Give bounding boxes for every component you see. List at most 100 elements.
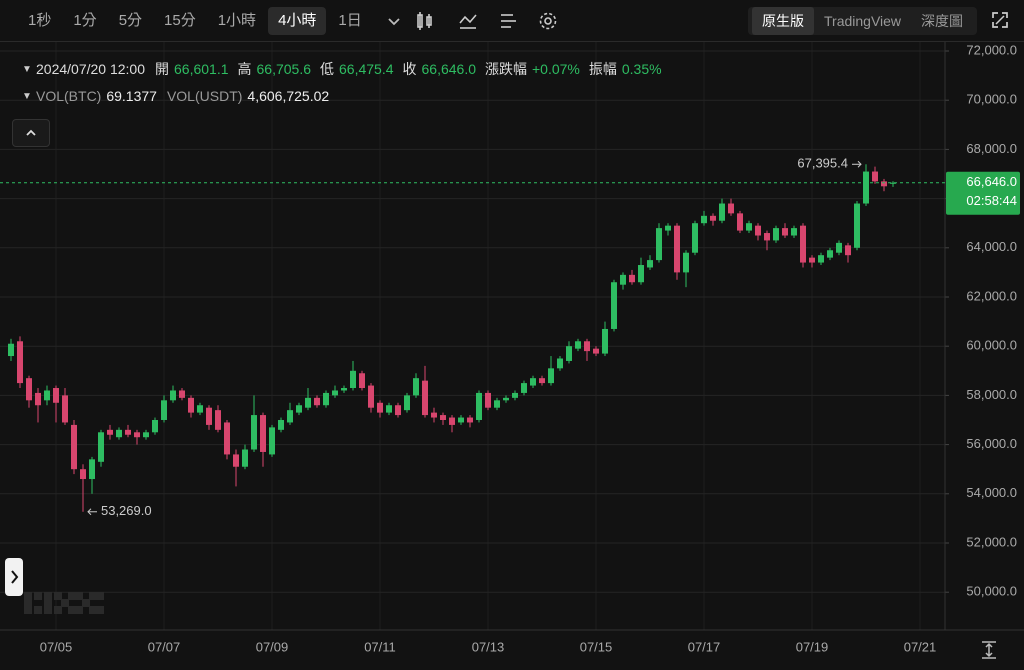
candle-body [862, 171, 869, 204]
candle-body [466, 417, 473, 423]
watermark-block [34, 606, 42, 614]
watermark-block [89, 606, 97, 614]
candle-body [430, 412, 437, 418]
watermark-block [68, 606, 76, 614]
x-tick-label: 07/19 [796, 639, 829, 654]
icon-part [982, 641, 996, 659]
legend-value: 0.35% [621, 61, 662, 77]
candle-body [205, 407, 212, 425]
scale-reset-icon[interactable] [982, 641, 996, 659]
candle-body [754, 225, 761, 236]
candle-body [718, 203, 725, 221]
caret[interactable]: ▼ [22, 90, 32, 102]
y-tick-label: 62,000.0 [966, 288, 1017, 303]
candle-body [331, 390, 338, 396]
candle-body [367, 385, 374, 408]
candle-body [340, 388, 347, 391]
candle-body [421, 380, 428, 416]
collapse-button[interactable] [12, 119, 50, 147]
candle-body [772, 228, 779, 241]
candle-body [682, 252, 689, 273]
collapse-icon [26, 129, 36, 136]
candle-body [493, 400, 500, 408]
candle-body [880, 181, 887, 187]
y-tick-label: 54,000.0 [966, 485, 1017, 500]
interval-tab[interactable]: 1小時 [217, 12, 257, 29]
settings-gear-icon[interactable] [538, 11, 558, 31]
side-toggle[interactable] [5, 558, 23, 596]
legend-label: 漲跌幅 [485, 61, 527, 77]
candle-body [16, 341, 23, 384]
interval-tab[interactable]: 4小時 [268, 7, 327, 35]
caret[interactable]: ▼ [22, 63, 32, 75]
volume-label: VOL(BTC) [36, 88, 102, 104]
candle-body [709, 215, 716, 221]
candle-body [277, 419, 284, 430]
interval-tab[interactable]: 15分 [164, 12, 196, 29]
candle-body [628, 274, 635, 283]
candle-body [223, 422, 230, 455]
view-tab[interactable]: 原生版 [752, 7, 814, 35]
candle-body [538, 378, 545, 384]
y-tick-label: 72,000.0 [966, 42, 1017, 57]
fullscreen-icon[interactable] [991, 11, 1009, 29]
candle-body [124, 429, 131, 435]
last-price-tag [946, 171, 1020, 215]
candle-body [610, 282, 617, 329]
candle-body [655, 228, 662, 261]
side-toggle-icon [11, 570, 19, 584]
x-tick-label: 07/15 [580, 639, 613, 654]
candle-body [178, 390, 185, 398]
candle-body [799, 225, 806, 263]
candle-body [313, 397, 320, 406]
candle-body [646, 260, 653, 268]
interval-tab[interactable]: 1日 [338, 12, 362, 29]
indicator-icon[interactable] [458, 11, 478, 31]
interval-tab[interactable]: 5分 [118, 12, 143, 29]
candle-body [79, 469, 86, 480]
interval-tab[interactable]: 1分 [73, 12, 97, 29]
view-tab[interactable]: TradingView [824, 13, 902, 29]
candle-body [745, 223, 752, 231]
watermark-block [34, 592, 42, 600]
candle-body [475, 392, 482, 420]
watermark-block [54, 592, 62, 600]
volume-label: VOL(USDT) [166, 88, 243, 104]
candle-type-icon[interactable] [416, 11, 434, 31]
interval-dropdown[interactable] [388, 11, 400, 31]
volume-legend: ▼ VOL(BTC) 69.1377 VOL(USDT) 4,606,725.02 [22, 87, 671, 105]
candle-body [196, 405, 203, 413]
candle-body [457, 417, 464, 423]
watermark-block [24, 606, 32, 614]
watermark [24, 592, 104, 614]
legend-value: 66,601.1 [174, 61, 229, 77]
candle-body [520, 383, 527, 393]
candle-body [601, 328, 608, 354]
candle-body [115, 429, 122, 438]
y-tick-label: 70,000.0 [966, 92, 1017, 107]
candle-body [889, 182, 896, 184]
interval-tab[interactable]: 1秒 [28, 12, 52, 29]
interval-tabs: 1秒 1分 5分 15分 1小時 4小時 1日 [18, 7, 372, 35]
legend-label: 開 [155, 61, 169, 77]
x-tick-label: 07/17 [688, 639, 721, 654]
volume-value: 69.1377 [106, 88, 157, 104]
watermark-block [24, 599, 32, 607]
candle-body [169, 390, 176, 401]
view-tab[interactable]: 深度圖 [921, 13, 964, 29]
watermark-block [89, 592, 97, 600]
countdown-label: 02:58:44 [966, 193, 1017, 208]
grid [0, 42, 945, 630]
candle-body [826, 250, 833, 258]
candle-body [232, 454, 239, 467]
candle-body [133, 432, 140, 438]
candle-body [259, 415, 266, 452]
min-label: 53,269.0 [101, 503, 152, 518]
candle-body [412, 378, 419, 396]
settings-list-icon[interactable] [499, 11, 519, 31]
candle-body [295, 405, 302, 413]
x-tick-label: 07/13 [472, 639, 505, 654]
candle-body [52, 388, 59, 403]
candle-body [763, 233, 770, 241]
